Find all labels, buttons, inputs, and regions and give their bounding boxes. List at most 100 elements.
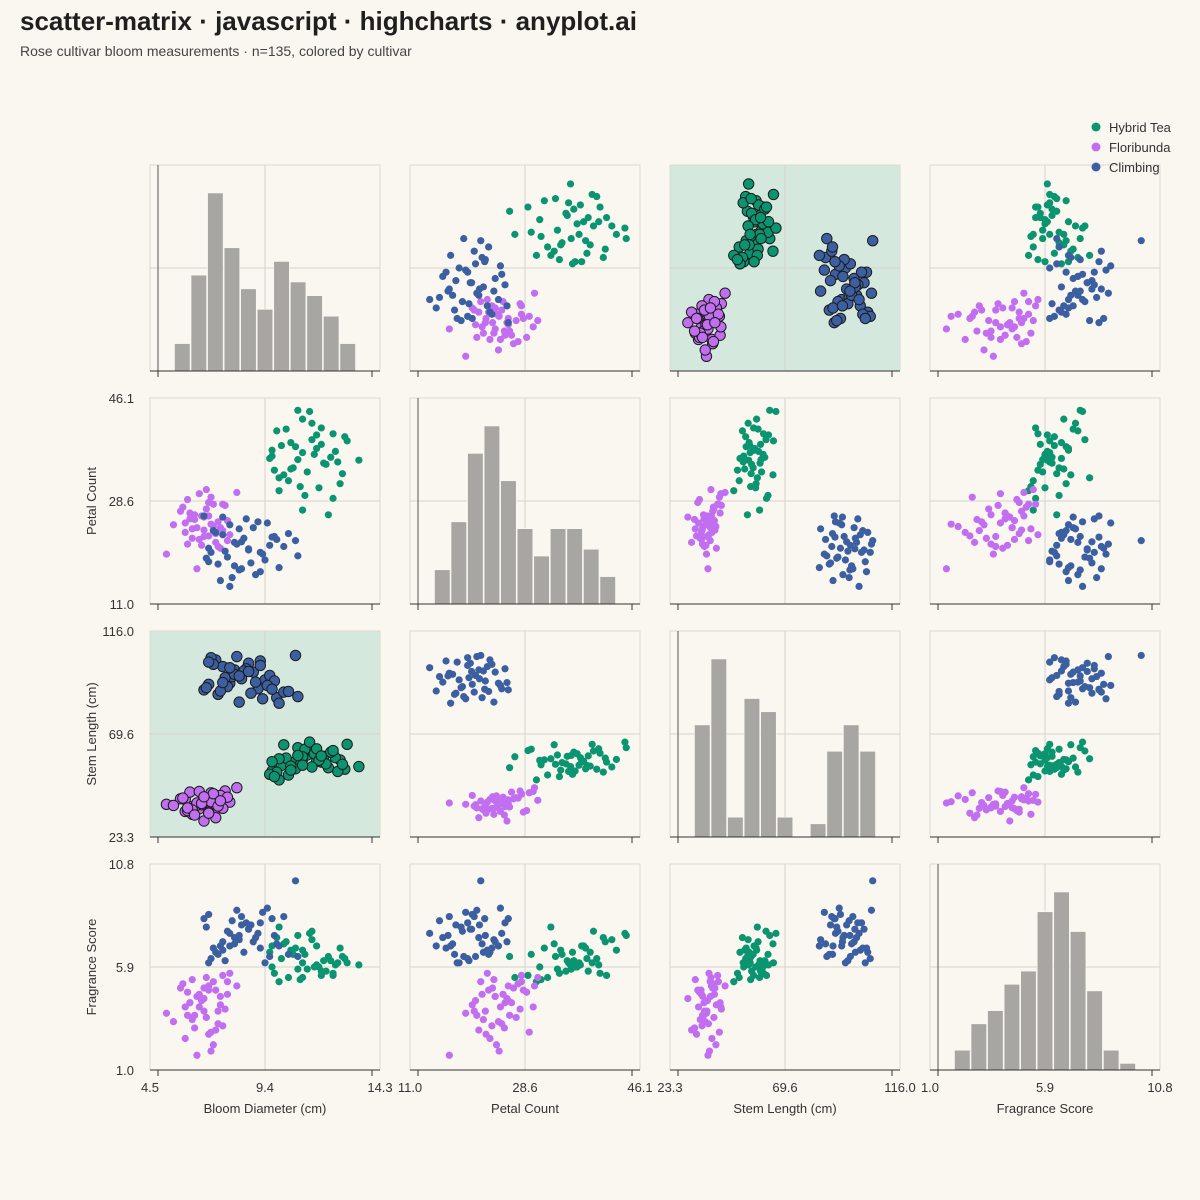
point-climbing [504,686,512,694]
point-climbing [224,661,236,674]
histogram-bar [467,453,484,605]
point-climbing [471,260,480,268]
point-floribunda [188,525,196,533]
point-floribunda [989,352,997,360]
point-floribunda [506,1011,514,1019]
point-climbing [233,670,245,682]
point-hybrid-tea [284,973,293,982]
point-climbing [1074,272,1082,281]
point-floribunda [1015,498,1023,507]
point-floribunda [1015,308,1023,316]
point-climbing [457,684,465,692]
point-hybrid-tea [308,419,316,427]
histogram-bar [1020,970,1037,1071]
point-climbing [465,674,473,682]
point-floribunda [529,1003,537,1011]
point-floribunda [200,1007,208,1015]
point-floribunda [205,532,213,540]
point-climbing [817,525,825,533]
histogram-bar [566,528,583,605]
point-hybrid-tea [583,954,591,963]
point-floribunda [1029,796,1037,804]
point-floribunda [188,976,196,984]
point-floribunda [482,809,490,817]
point-hybrid-tea [754,211,767,224]
point-hybrid-tea [1034,430,1042,438]
histogram-bar [1036,911,1054,1071]
point-floribunda [708,1034,716,1043]
point-floribunda [684,994,692,1003]
point-hybrid-tea [743,511,752,519]
point-climbing [216,576,225,585]
point-hybrid-tea [329,971,337,980]
point-climbing [485,950,493,958]
point-floribunda [703,512,712,520]
point-floribunda [468,1001,476,1009]
point-floribunda [687,538,696,546]
point-floribunda [490,810,498,818]
point-climbing [1062,268,1070,276]
point-hybrid-tea [741,946,749,954]
point-floribunda [479,329,487,337]
point-climbing [498,270,506,278]
point-floribunda [699,344,711,356]
point-hybrid-tea [562,760,570,768]
point-hybrid-tea [756,440,765,448]
legend-item-climbing[interactable]: Climbing [1091,160,1160,175]
point-hybrid-tea [1053,470,1061,478]
point-floribunda [980,346,988,354]
point-climbing [851,948,859,956]
point-climbing [1069,678,1077,687]
point-floribunda [193,565,201,573]
point-climbing [464,661,472,670]
point-climbing [226,521,234,529]
point-hybrid-tea [1060,465,1068,473]
point-floribunda [996,335,1005,344]
point-floribunda [721,982,729,990]
point-climbing [240,948,248,956]
point-floribunda [212,1026,220,1034]
point-climbing [1078,518,1087,526]
point-climbing [447,251,455,259]
point-hybrid-tea [511,230,519,238]
point-floribunda [517,790,525,798]
point-hybrid-tea [275,978,283,986]
point-hybrid-tea [306,761,318,773]
point-climbing [228,917,236,925]
legend-item-hybrid-tea[interactable]: Hybrid Tea [1091,120,1172,135]
point-climbing [1095,319,1103,327]
point-floribunda [530,289,539,297]
legend-label: Climbing [1109,160,1160,175]
point-floribunda [982,329,990,337]
point-hybrid-tea [308,936,316,944]
point-climbing [445,912,453,921]
point-floribunda [179,503,187,511]
point-climbing [859,944,867,952]
point-floribunda [692,532,701,540]
point-climbing [823,952,831,961]
point-floribunda [1017,319,1026,327]
point-floribunda [181,519,189,527]
point-floribunda [1027,525,1035,533]
panel-petal-vs-petal [409,397,641,610]
point-climbing [464,654,472,662]
point-floribunda [516,1005,524,1013]
point-floribunda [987,333,995,341]
point-hybrid-tea [284,477,293,485]
point-climbing [483,302,491,310]
point-hybrid-tea [583,249,591,257]
point-climbing [821,940,830,948]
legend-item-floribunda[interactable]: Floribunda [1091,140,1172,155]
point-climbing [481,258,489,266]
panel-stem-vs-stem [669,630,901,843]
point-floribunda [500,811,508,819]
point-floribunda [987,511,995,519]
point-hybrid-tea [748,460,756,468]
point-climbing [1083,279,1091,287]
point-floribunda [710,1013,718,1022]
panel-petal-vs-bloom [149,397,381,610]
point-hybrid-tea [266,755,278,768]
point-hybrid-tea [1043,431,1051,439]
point-floribunda [961,335,969,344]
point-climbing [869,537,877,545]
